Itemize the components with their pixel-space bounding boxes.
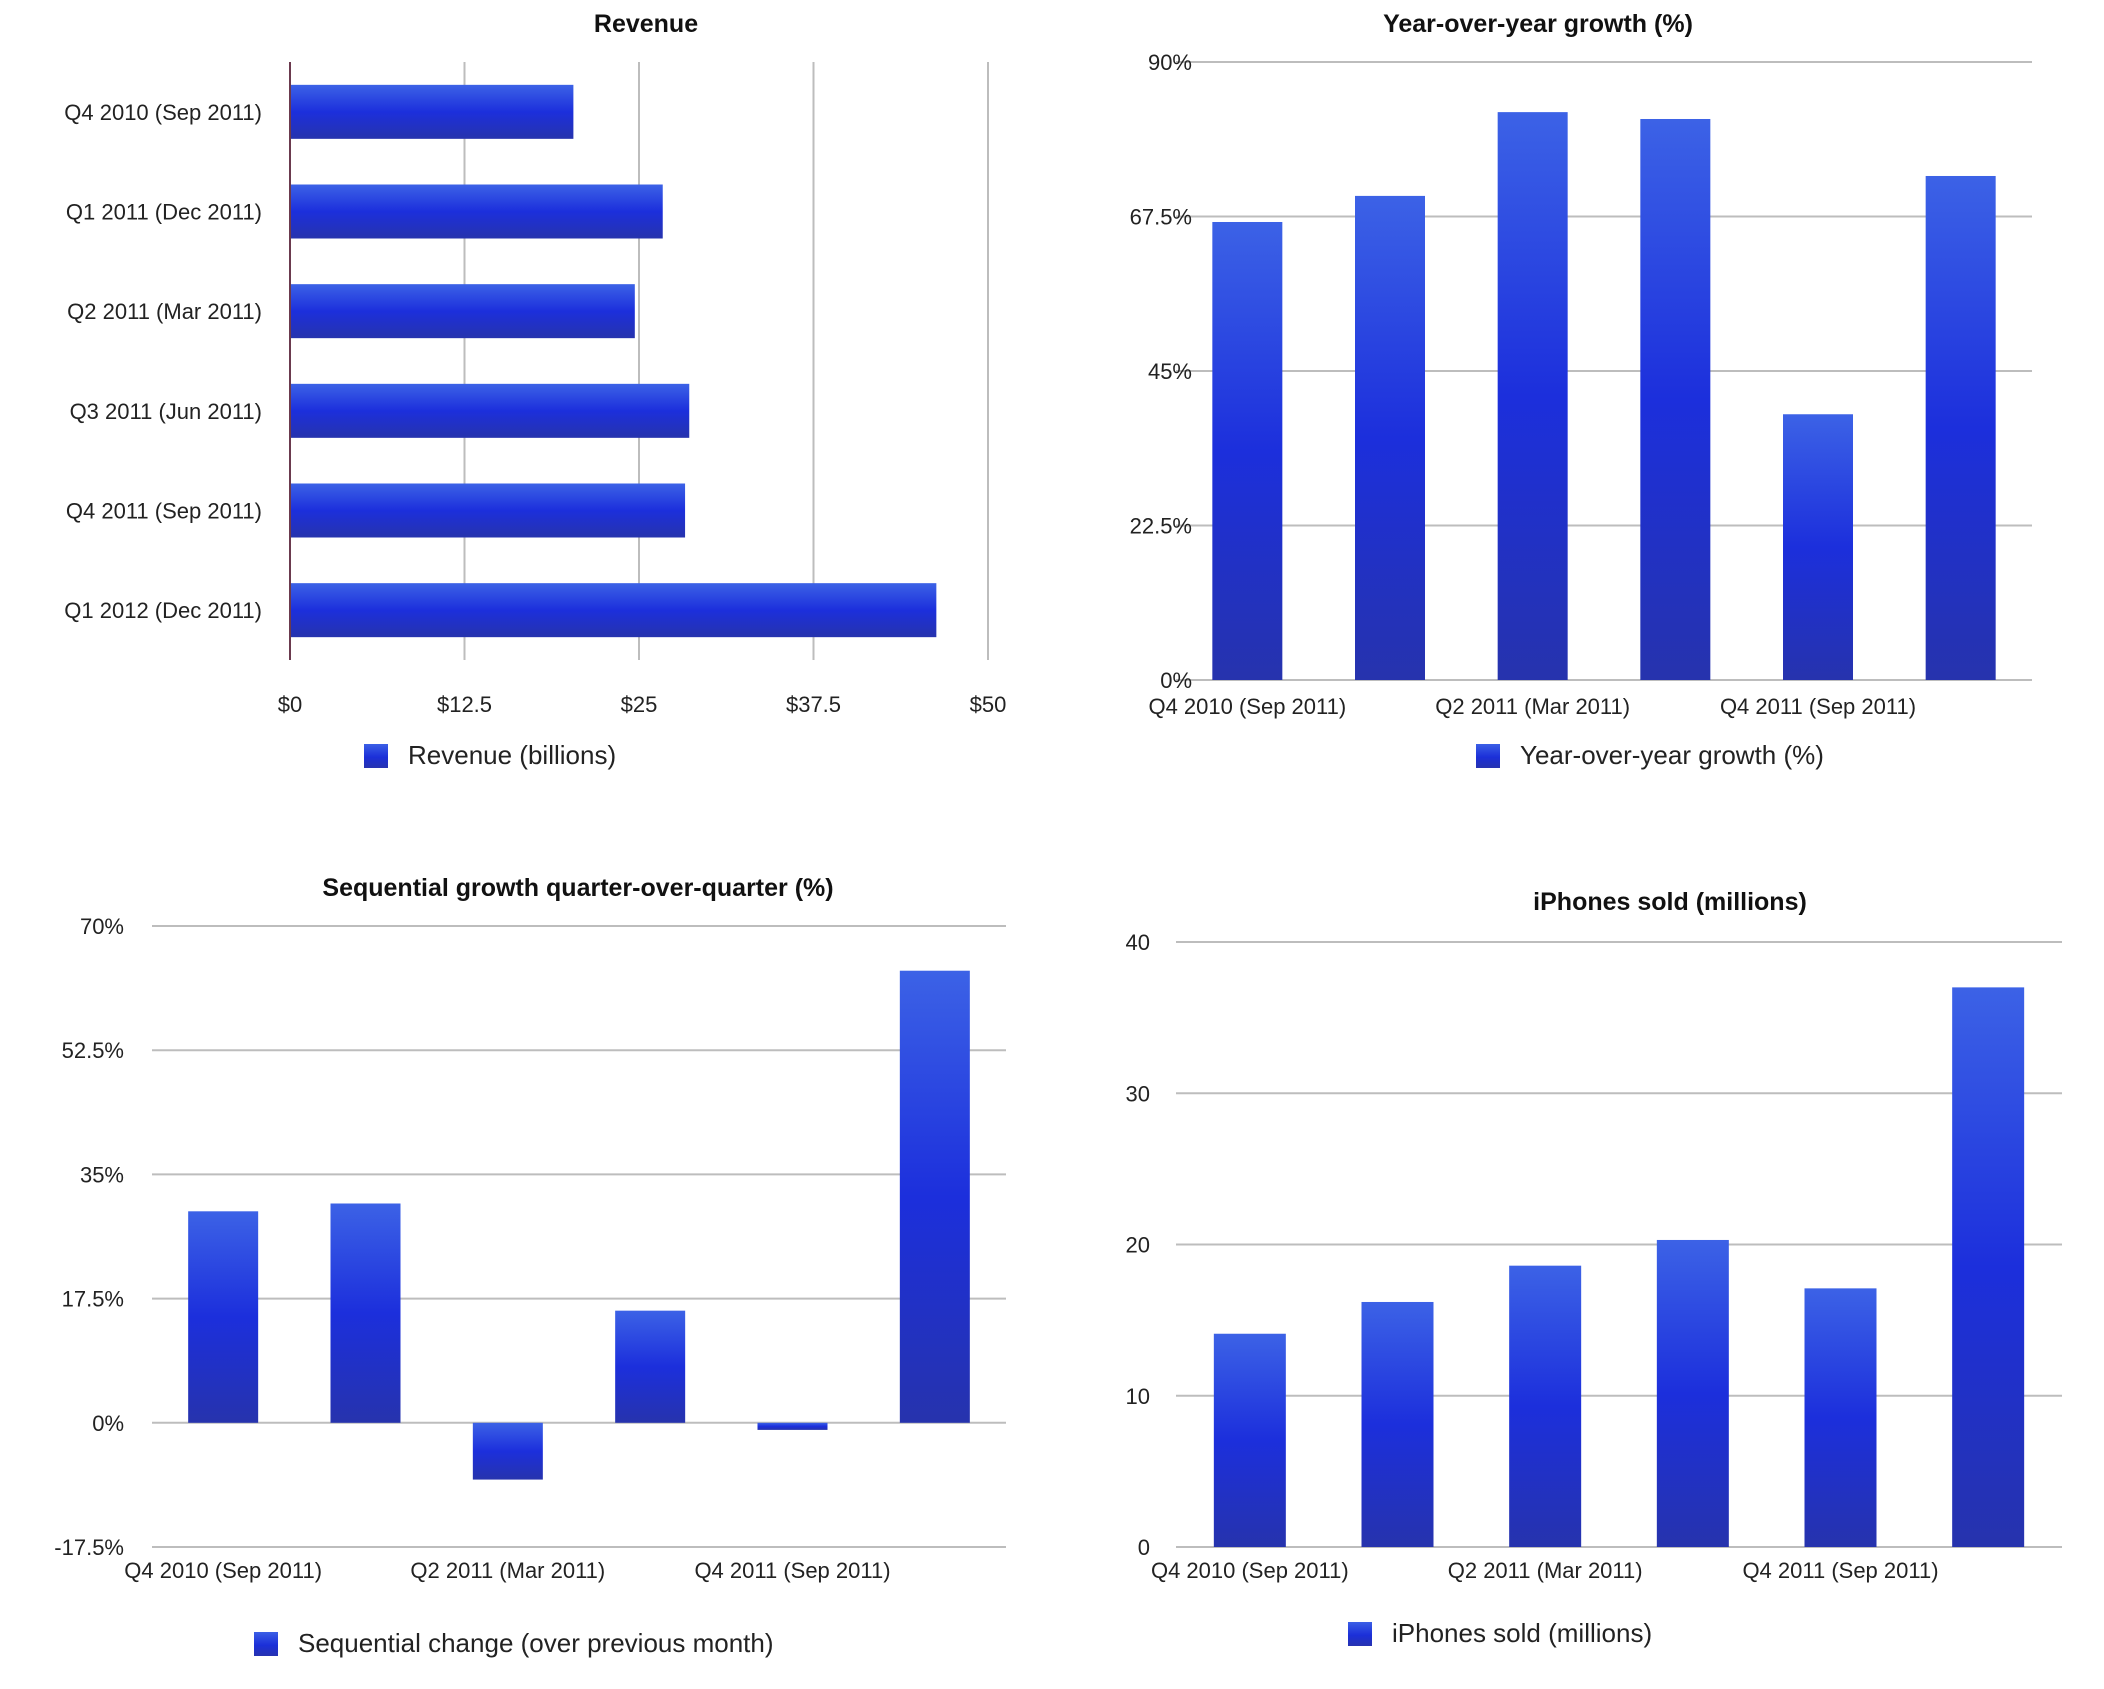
x-tick-label: Q2 2011 (Mar 2011) [410, 1558, 605, 1583]
x-tick-label: Q4 2011 (Sep 2011) [694, 1558, 890, 1583]
bar [291, 383, 690, 438]
revenue-chart-panel: Revenue $0 $12.5 $25 $37.5 $50 Q4 2010 (Sep 2… [0, 0, 1052, 790]
legend-label: Revenue (billions) [408, 740, 617, 770]
chart-legend: Year-over-year growth (%) [1476, 740, 1824, 771]
y-tick-label: 17.5% [62, 1287, 124, 1312]
bar [1783, 414, 1853, 680]
bar [188, 1211, 259, 1423]
bar [1497, 112, 1568, 681]
chart-legend: iPhones sold (millions) [1348, 1618, 1652, 1649]
y-tick-label: Q2 2011 (Mar 2011) [67, 299, 262, 324]
iphones-sold-chart-svg: 0 10 20 30 40 Q4 2010 (Sep 2011) Q2 2011 (Mar … [1126, 930, 2062, 1583]
x-tick-label: $50 [970, 692, 1007, 717]
y-tick-label: 90% [1148, 50, 1192, 75]
bar [291, 583, 937, 638]
legend-swatch [1476, 743, 1500, 768]
y-tick-label: 35% [80, 1162, 124, 1187]
bar [1213, 1333, 1286, 1547]
legend-swatch [254, 1631, 278, 1656]
y-tick-label: 0% [1160, 668, 1192, 693]
y-tick-label: 40 [1126, 930, 1150, 955]
y-tick-label: 30 [1126, 1081, 1150, 1106]
sequential-growth-chart-svg: -17.5% 0% 17.5% 35% 52.5% 70% Q4 2010 (Sep 201… [54, 914, 1006, 1583]
y-tick-label: -17.5% [54, 1535, 124, 1560]
legend-swatch [364, 743, 388, 768]
y-tick-label: 0% [92, 1411, 124, 1436]
bar [472, 1422, 543, 1480]
x-tick-label: $0 [278, 692, 302, 717]
y-tick-label: 52.5% [62, 1038, 124, 1063]
bar [291, 184, 663, 239]
bar [615, 1310, 686, 1423]
chart-legend: Sequential change (over previous month) [254, 1628, 774, 1659]
x-tick-label: Q4 2011 (Sep 2011) [1720, 694, 1916, 719]
bar [1355, 195, 1425, 680]
bar [1925, 175, 1996, 680]
legend-swatch [1348, 1621, 1372, 1646]
y-tick-label: Q4 2011 (Sep 2011) [66, 499, 262, 524]
yoy-growth-chart-svg: 0% 22.5% 45% 67.5% 90% Q4 2010 (Sep 2011) Q2 2… [1130, 50, 2032, 719]
chart-title: iPhones sold (millions) [1533, 888, 1807, 916]
y-tick-label: 0 [1138, 1535, 1150, 1560]
y-tick-label: 20 [1126, 1233, 1150, 1258]
yoy-growth-chart-panel: Year-over-year growth (%) 0% 22.5% 45% 67.5… [1052, 0, 2104, 790]
x-tick-label: Q4 2010 (Sep 2011) [124, 1558, 322, 1583]
legend-label: iPhones sold (millions) [1392, 1618, 1653, 1648]
y-tick-label: 70% [80, 914, 124, 939]
bar [1952, 987, 2025, 1547]
legend-label: Year-over-year growth (%) [1520, 740, 1824, 770]
bar [1361, 1301, 1434, 1547]
x-tick-label: Q4 2010 (Sep 2011) [1148, 694, 1346, 719]
x-tick-label: $37.5 [786, 692, 841, 717]
y-tick-label: 45% [1148, 359, 1192, 384]
y-tick-label: Q3 2011 (Jun 2011) [70, 399, 262, 424]
bar [291, 483, 686, 538]
y-tick-label: 67.5% [1130, 205, 1192, 230]
x-tick-label: $12.5 [437, 692, 492, 717]
legend-label: Sequential change (over previous month) [298, 1628, 774, 1658]
x-tick-label: Q2 2011 (Mar 2011) [1435, 694, 1630, 719]
iphones-sold-chart-panel: iPhones sold (millions) 0 10 20 30 40 Q4 2010… [1052, 860, 2104, 1689]
bar [330, 1203, 401, 1423]
y-tick-label: Q1 2012 (Dec 2011) [64, 598, 262, 623]
y-tick-label: 10 [1126, 1384, 1150, 1409]
chart-legend: Revenue (billions) [364, 740, 616, 771]
x-tick-label: Q4 2010 (Sep 2011) [1151, 1558, 1349, 1583]
x-tick-label: $25 [621, 692, 658, 717]
bar [1509, 1265, 1582, 1547]
chart-title: Year-over-year growth (%) [1383, 10, 1693, 38]
x-tick-label: Q4 2011 (Sep 2011) [1742, 1558, 1938, 1583]
bar [1656, 1239, 1729, 1547]
y-tick-label: 22.5% [1130, 514, 1192, 539]
bar [1804, 1288, 1877, 1547]
sequential-growth-chart-panel: Sequential growth quarter-over-quarter (… [0, 860, 1052, 1689]
bar [1212, 221, 1283, 680]
bar [757, 1422, 828, 1430]
bar [1640, 118, 1711, 680]
y-tick-label: Q4 2010 (Sep 2011) [64, 100, 262, 125]
y-tick-label: Q1 2011 (Dec 2011) [66, 200, 262, 225]
bar [291, 84, 574, 139]
chart-title: Sequential growth quarter-over-quarter (… [322, 874, 834, 902]
revenue-chart-svg: $0 $12.5 $25 $37.5 $50 Q4 2010 (Sep 2011) Q1 2… [64, 62, 1007, 717]
x-tick-label: Q2 2011 (Mar 2011) [1448, 1558, 1643, 1583]
bar [291, 284, 635, 339]
bar [899, 970, 970, 1423]
chart-title: Revenue [593, 10, 699, 38]
